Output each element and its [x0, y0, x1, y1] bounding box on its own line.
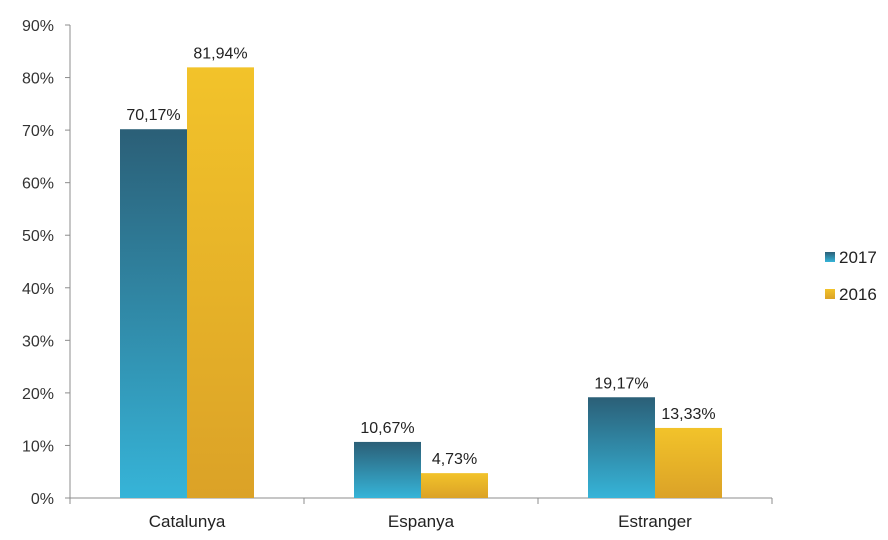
legend: 2017 2016: [825, 248, 877, 304]
bar-2016-estranger: [655, 427, 722, 498]
category-label: Estranger: [618, 512, 692, 531]
legend-label: 2016: [839, 285, 877, 304]
y-tick-label: 0%: [31, 491, 54, 508]
data-label: 19,17%: [594, 375, 648, 392]
data-label: 4,73%: [432, 451, 477, 468]
y-tick-label: 10%: [22, 438, 54, 455]
data-labels: 70,17% 81,94% 10,67% 4,73% 19,17% 13,33%: [126, 45, 715, 468]
category-label: Catalunya: [149, 512, 226, 531]
bar-2017-espanya: [354, 441, 421, 498]
data-label: 81,94%: [193, 45, 247, 62]
y-tick-label: 20%: [22, 386, 54, 403]
x-axis: Catalunya Espanya Estranger: [69, 497, 773, 531]
y-tick-label: 70%: [22, 123, 54, 140]
legend-label: 2017: [839, 248, 877, 267]
y-tick-label: 80%: [22, 71, 54, 88]
y-tick-label: 60%: [22, 176, 54, 193]
y-tick-label: 90%: [22, 18, 54, 35]
y-tick-label: 30%: [22, 333, 54, 350]
category-label: Espanya: [388, 512, 455, 531]
legend-swatch-2017: [825, 252, 835, 262]
bar-2017-catalunya: [120, 129, 187, 499]
y-axis: 0% 10% 20% 30% 40% 50% 60% 70% 80% 90%: [22, 18, 71, 508]
data-label: 13,33%: [661, 406, 715, 423]
data-label: 10,67%: [360, 420, 414, 437]
bars: [120, 67, 722, 499]
data-label: 70,17%: [126, 107, 180, 124]
bar-2016-espanya: [421, 473, 488, 498]
y-tick-label: 50%: [22, 228, 54, 245]
bar-2017-estranger: [588, 397, 655, 498]
legend-swatch-2016: [825, 289, 835, 299]
bar-2016-catalunya: [187, 67, 254, 499]
y-tick-label: 40%: [22, 281, 54, 298]
